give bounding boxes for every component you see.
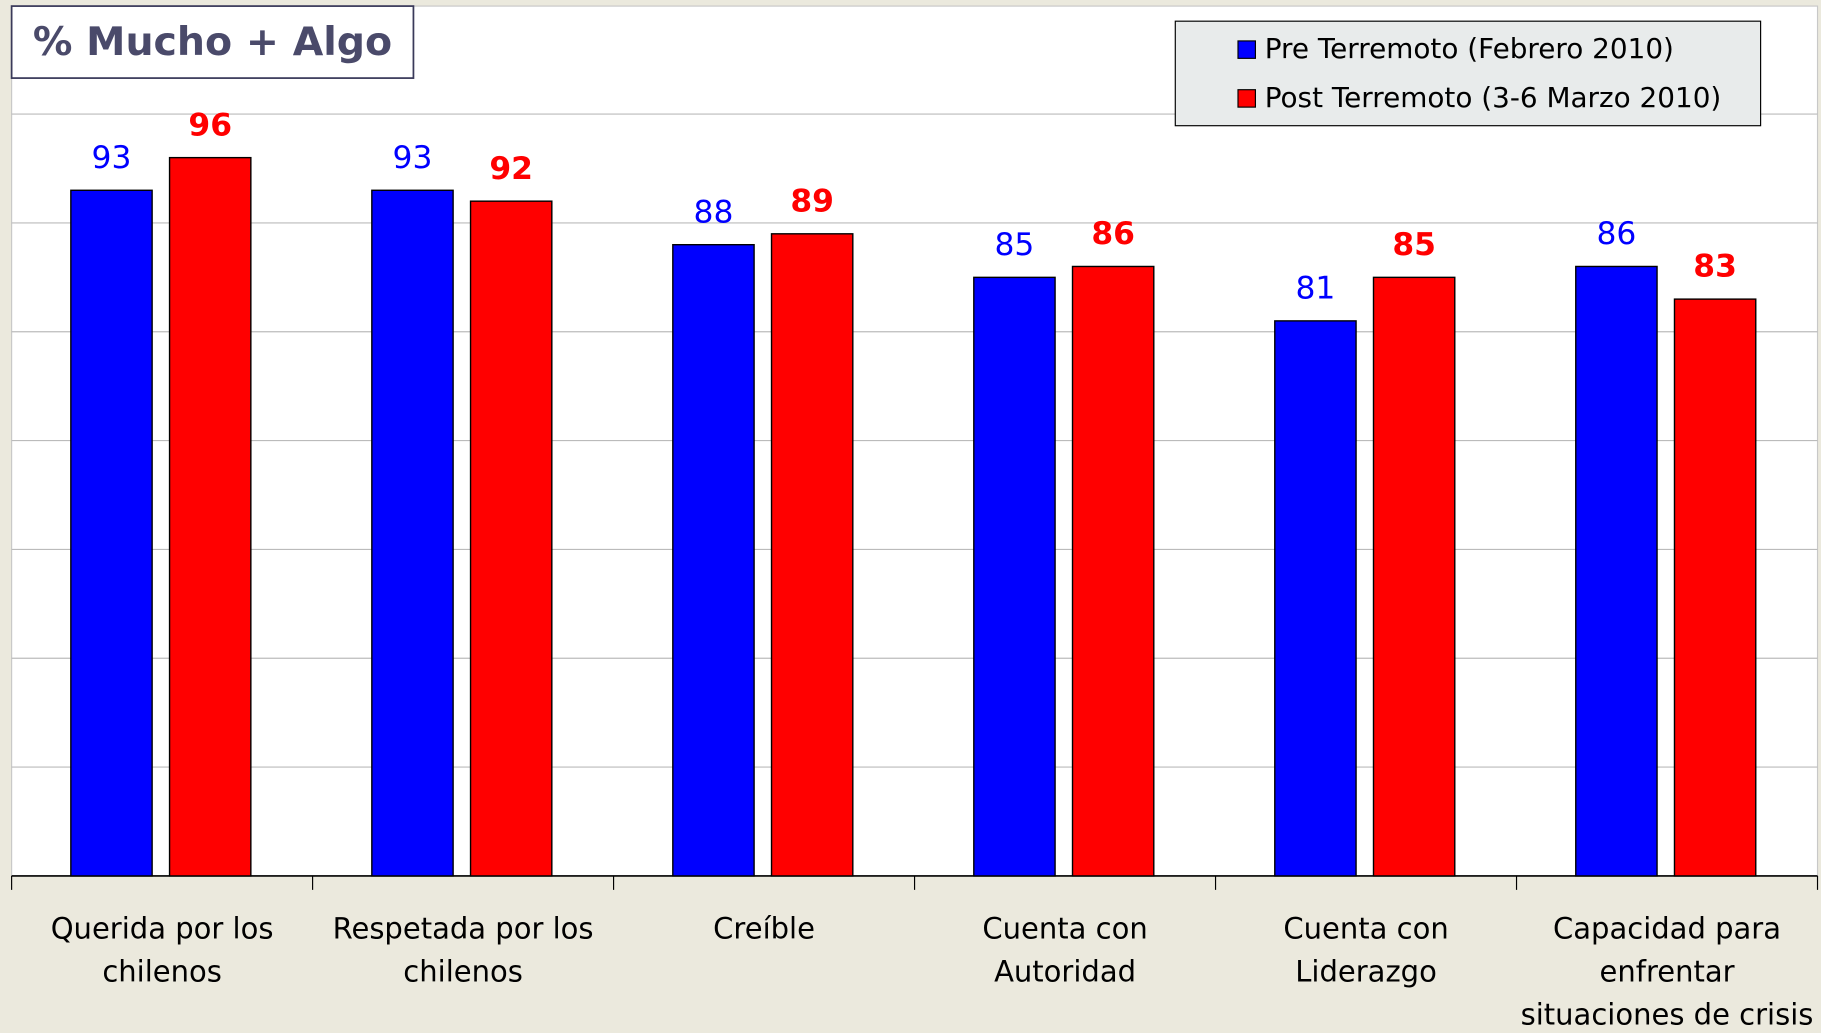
data-label: 86 (1596, 216, 1636, 252)
legend-box (1174, 20, 1762, 127)
bar (1673, 298, 1757, 877)
x-tick-label: Querida por los chilenos (51, 912, 274, 989)
data-label: 92 (489, 151, 533, 187)
title-box (10, 5, 415, 79)
data-label: 93 (92, 140, 132, 176)
x-tick-label: Capacidad para enfrentar situaciones de cr… (1521, 912, 1814, 1032)
chart-title: % Mucho + Algo (33, 19, 392, 65)
data-label: 96 (188, 107, 232, 143)
legend-swatch (1237, 40, 1257, 59)
x-tick-label: Cuenta con Liderazgo (1283, 912, 1448, 989)
bar (1274, 320, 1357, 877)
bar (1372, 276, 1456, 877)
x-tick-label: Cuenta con Autoridad (982, 912, 1147, 989)
legend-swatch (1237, 89, 1257, 108)
bar (371, 189, 454, 877)
bar (672, 243, 755, 877)
bar (70, 189, 153, 877)
data-label: 88 (694, 194, 734, 230)
data-label: 81 (1295, 271, 1335, 307)
bar (1071, 265, 1155, 877)
data-label: 86 (1091, 216, 1135, 252)
data-label: 93 (393, 140, 433, 176)
legend-label: Post Terremoto (3-6 Marzo 2010) (1265, 81, 1722, 114)
bar (973, 276, 1056, 877)
data-label: 83 (1693, 249, 1737, 285)
data-label: 85 (1392, 227, 1436, 263)
data-label: 85 (994, 227, 1034, 263)
legend-label: Pre Terremoto (Febrero 2010) (1265, 32, 1674, 65)
data-label: 89 (790, 183, 834, 219)
x-tick-label: Creíble (713, 912, 815, 946)
bar (469, 200, 553, 877)
bar (1575, 265, 1658, 877)
x-tick-label: Respetada por los chilenos (333, 912, 594, 989)
bar (770, 233, 854, 877)
bar (168, 156, 252, 877)
